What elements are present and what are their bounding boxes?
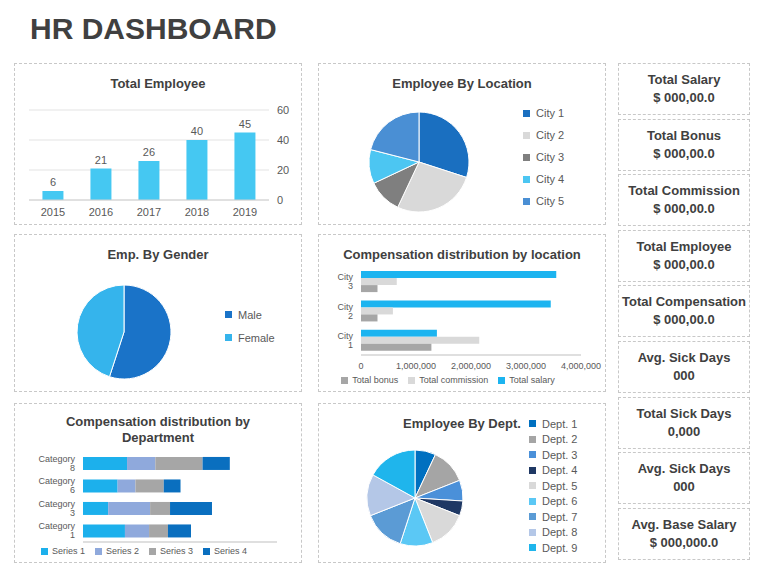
html-text:City 4: City 4 — [536, 173, 565, 185]
html-text:Dept. 8: Dept. 8 — [542, 526, 578, 539]
html-text:HR DASHBOARD: HR DASHBOARD — [30, 12, 277, 45]
svg-text:2017: 2017 — [137, 206, 161, 218]
svg-text:0: 0 — [358, 361, 363, 371]
html-text:Dept. 5: Dept. 5 — [542, 479, 578, 492]
html-text:0,000: 0,000 — [667, 423, 701, 439]
html-text:Avg. Sick Days: Avg. Sick Days — [637, 461, 731, 477]
html-text:000: 000 — [673, 368, 695, 383]
svg-text:City3: City3 — [338, 272, 354, 291]
svg-text:40: 40 — [191, 125, 203, 137]
svg-text:1,000,000: 1,000,000 — [396, 361, 436, 371]
svg-text:26: 26 — [143, 146, 155, 158]
html-text:$ 000,00.0: $ 000,00.0 — [653, 201, 715, 217]
html-text:Emp. By Gender: Emp. By Gender — [107, 247, 209, 262]
html-text:Total Commission: Total Commission — [628, 183, 740, 199]
html-text:Avg. Sick Days: Avg. Sick Days — [637, 350, 731, 365]
html-text:Total bonus: Total bonus — [352, 375, 399, 385]
html-text:Total Salary: Total Salary — [647, 72, 721, 87]
svg-text:21: 21 — [95, 154, 107, 166]
svg-text:Category3: Category3 — [38, 499, 75, 518]
html-text:Total Employee: Total Employee — [636, 238, 732, 254]
svg-text:Category8: Category8 — [38, 454, 75, 473]
svg-text:2,000,000: 2,000,000 — [451, 361, 491, 371]
html-text:Dept. 2: Dept. 2 — [542, 433, 578, 446]
html-text:Employee By Dept.: Employee By Dept. — [403, 416, 521, 431]
html-text:Series 4: Series 4 — [214, 546, 248, 556]
html-text:Dept. 3: Dept. 3 — [542, 448, 578, 461]
html-text:Male: Male — [238, 308, 262, 321]
html-text:Dept. 6: Dept. 6 — [542, 495, 578, 508]
html-text:$ 000,00.0: $ 000,00.0 — [653, 145, 715, 161]
html-text:City 1: City 1 — [536, 107, 565, 119]
html-text:Dept. 4: Dept. 4 — [542, 464, 578, 477]
html-text:Total salary: Total salary — [509, 375, 555, 385]
svg-text:40: 40 — [277, 134, 289, 146]
html-text:Female: Female — [238, 331, 275, 344]
svg-text:60: 60 — [277, 104, 289, 116]
svg-text:City1: City1 — [338, 331, 354, 350]
svg-text:45: 45 — [239, 118, 251, 130]
svg-text:2016: 2016 — [89, 206, 113, 218]
svg-text:2019: 2019 — [233, 206, 257, 218]
html-text:Total Bonus: Total Bonus — [646, 127, 722, 143]
svg-text:2015: 2015 — [41, 206, 65, 218]
html-text:Total Sick Days: Total Sick Days — [636, 405, 732, 421]
html-text:$ 000,000.0: $ 000,000.0 — [649, 534, 719, 550]
html-text:Dept. 9: Dept. 9 — [542, 541, 578, 554]
html-text:Employee By Location: Employee By Location — [392, 76, 532, 91]
svg-text:20: 20 — [277, 164, 289, 176]
svg-text:Category1: Category1 — [38, 521, 75, 540]
svg-text:4,000,000: 4,000,000 — [561, 361, 601, 371]
html-text:City 3: City 3 — [536, 151, 565, 163]
svg-text:0: 0 — [277, 194, 283, 206]
html-text:Compensation distribution by l: Compensation distribution by location — [343, 247, 581, 262]
html-text:Dept. 7: Dept. 7 — [542, 510, 578, 523]
html-text:Avg. Base Salary: Avg. Base Salary — [631, 516, 737, 532]
svg-text:3,000,000: 3,000,000 — [506, 361, 546, 371]
html-text:000: 000 — [673, 479, 695, 495]
svg-text:6: 6 — [50, 176, 56, 188]
html-text:Total Compensation: Total Compensation — [622, 294, 746, 310]
html-text:$ 000,00.0: $ 000,00.0 — [653, 312, 715, 328]
html-text:$ 000,00.0: $ 000,00.0 — [653, 90, 715, 105]
html-text:Series 3: Series 3 — [160, 546, 193, 556]
html-text:Compensation distribution by D: Compensation distribution by Department — [65, 414, 251, 445]
svg-text:City2: City2 — [338, 302, 354, 321]
svg-text:Category6: Category6 — [38, 476, 75, 495]
html-text:Total commission: Total commission — [419, 375, 489, 385]
svg-text:2018: 2018 — [185, 206, 209, 218]
html-text:Total Employee: Total Employee — [110, 76, 206, 91]
html-text:Dept. 1: Dept. 1 — [542, 417, 578, 430]
html-text:City 5: City 5 — [536, 195, 565, 207]
html-text:Series 2: Series 2 — [106, 546, 139, 556]
html-text:City 2: City 2 — [536, 129, 565, 141]
html-text:$ 000,00.0: $ 000,00.0 — [653, 256, 715, 272]
html-text:Series 1: Series 1 — [51, 546, 85, 556]
